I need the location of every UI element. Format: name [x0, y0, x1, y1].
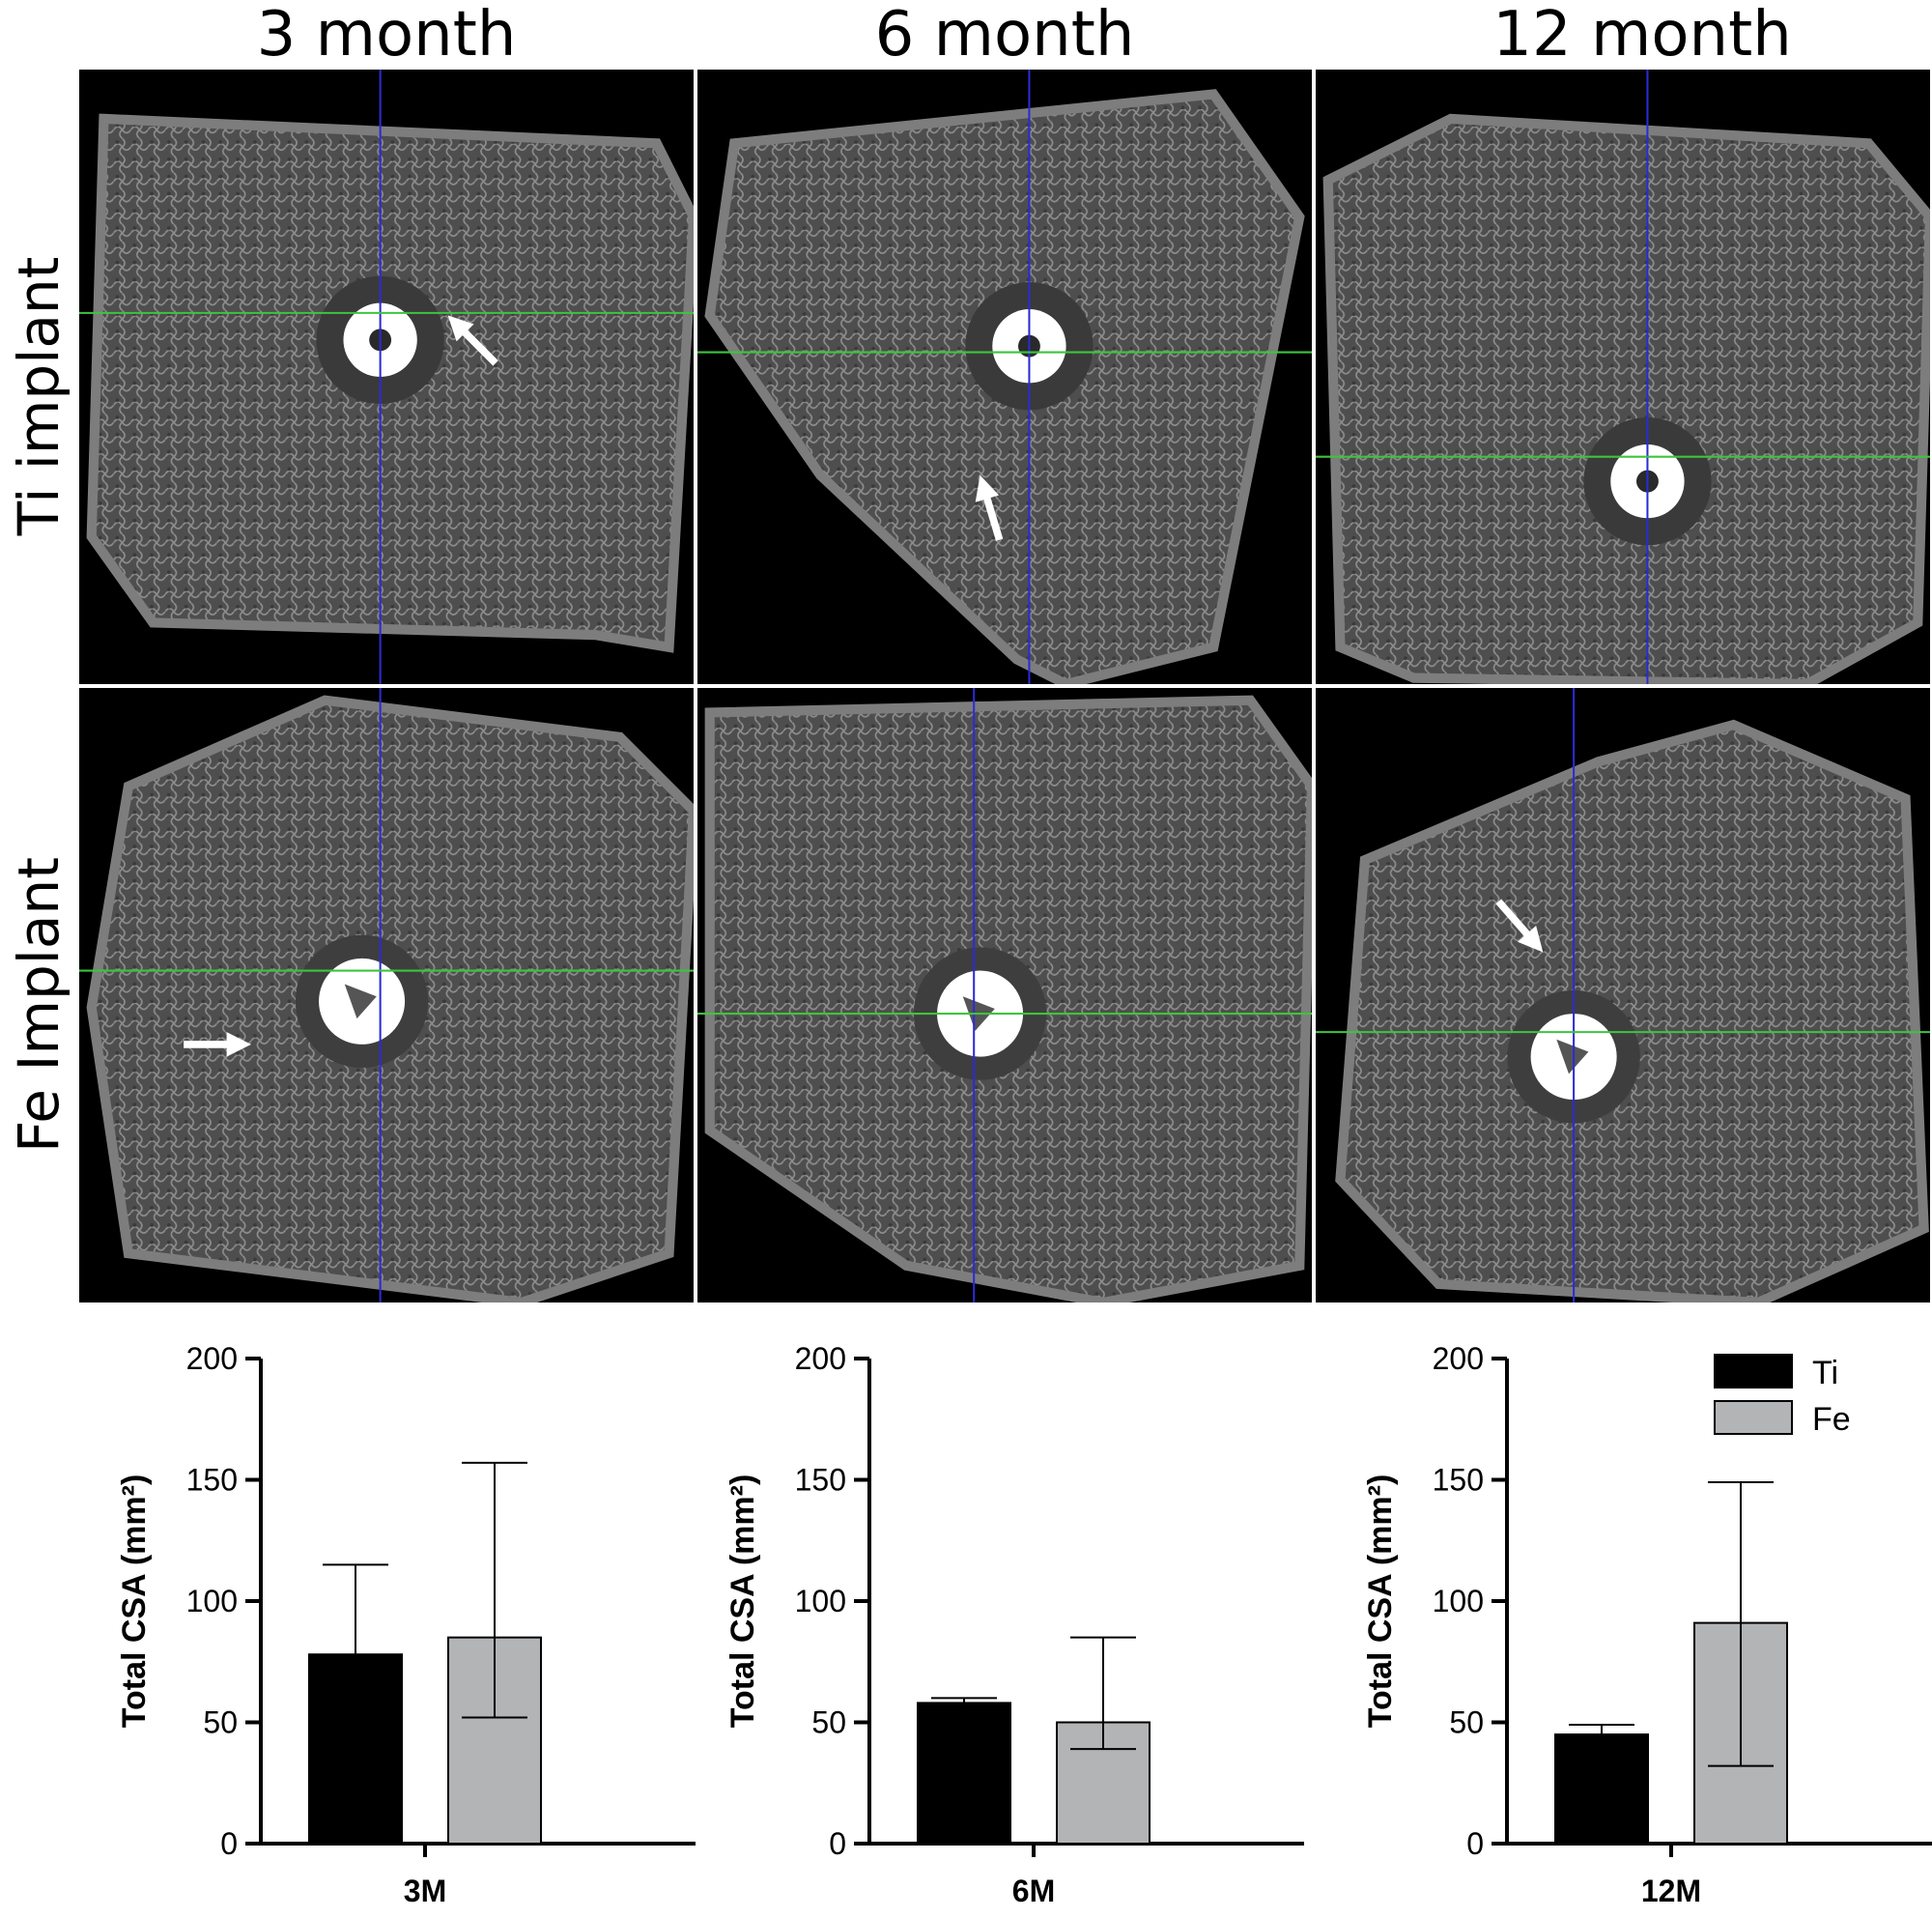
y-axis-label: Total CSA (mm²) [724, 1474, 761, 1729]
x-tick-label: 12M [1641, 1874, 1701, 1908]
arrow-head-icon [1517, 925, 1544, 953]
ct-panel-fe-12-month [1316, 688, 1930, 1303]
y-tick-label: 0 [829, 1826, 846, 1861]
y-tick-label: 0 [220, 1826, 238, 1861]
legend-swatch-ti [1714, 1354, 1793, 1388]
bone-cross-section [1322, 113, 1930, 684]
column-title-6-month: 6 month [874, 0, 1135, 71]
arrow-head-icon [226, 1032, 252, 1057]
y-tick-label: 150 [186, 1463, 238, 1498]
x-tick-label: 3M [404, 1874, 446, 1908]
bar-ti [1554, 1733, 1649, 1845]
y-tick-label: 200 [1433, 1341, 1484, 1376]
arrow-head-icon [975, 474, 1000, 502]
ct-panel-ti-3-month [79, 70, 694, 684]
y-tick-label: 0 [1466, 1826, 1484, 1861]
ct-panel-fe-3-month [79, 688, 694, 1303]
legend-label-ti: Ti [1812, 1355, 1838, 1391]
column-title-3-month: 3 month [256, 0, 517, 71]
y-tick-label: 100 [1433, 1584, 1484, 1618]
y-tick-label: 200 [795, 1341, 846, 1376]
bar-chart-3M: 0 50 100 150 200 Total CSA (mm²) 3M [97, 1333, 715, 1913]
y-tick-label: 50 [811, 1705, 846, 1740]
bar-chart-12M: 0 50 100 150 200 Total CSA (mm²) 12M Ti Fe [1343, 1333, 1932, 1913]
y-tick-label: 150 [795, 1463, 846, 1498]
y-tick-label: 100 [186, 1584, 238, 1618]
ct-panel-ti-6-month [697, 70, 1312, 684]
y-axis-label: Total CSA (mm²) [116, 1474, 153, 1729]
bar-ti [917, 1702, 1011, 1846]
bone-cross-section [1335, 719, 1929, 1303]
annotation-arrow [457, 325, 498, 366]
bar-ti [308, 1653, 403, 1845]
ct-panel-fe-6-month [697, 688, 1312, 1303]
annotation-arrow [981, 490, 1004, 541]
micro-ct-image-grid [79, 70, 1932, 1304]
legend-label-fe: Fe [1812, 1401, 1851, 1438]
column-title-12-month: 12 month [1492, 0, 1792, 71]
y-tick-label: 50 [203, 1705, 238, 1740]
ct-panel-ti-12-month [1316, 70, 1930, 684]
y-tick-label: 50 [1449, 1705, 1484, 1740]
row-label-fe-implant: Fe Implant [6, 857, 71, 1153]
y-axis-label: Total CSA (mm²) [1362, 1474, 1399, 1729]
y-tick-label: 200 [186, 1341, 238, 1376]
x-tick-label: 6M [1012, 1874, 1055, 1908]
annotation-arrow [1495, 899, 1535, 942]
y-tick-label: 150 [1433, 1463, 1484, 1498]
row-label-ti-implant: Ti implant [6, 256, 71, 536]
bar-chart-6M: 0 50 100 150 200 Total CSA (mm²) 6M [705, 1333, 1323, 1913]
legend-swatch-fe [1714, 1400, 1793, 1435]
y-tick-label: 100 [795, 1584, 846, 1618]
